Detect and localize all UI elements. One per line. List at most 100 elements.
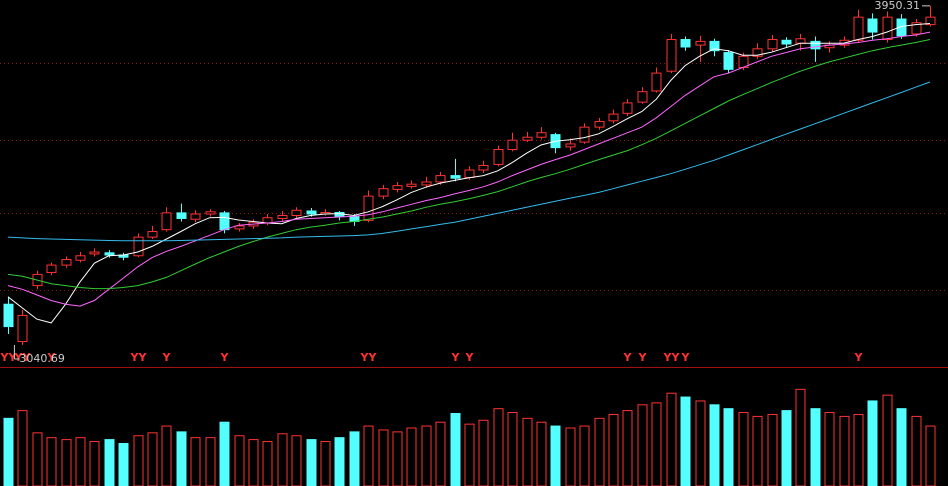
volume-bar bbox=[291, 435, 302, 486]
candle-body bbox=[565, 143, 576, 148]
high-label: 3950.31 bbox=[875, 0, 921, 12]
volume-bar bbox=[349, 431, 360, 486]
volume-bar bbox=[680, 396, 691, 486]
candle-body bbox=[522, 136, 533, 141]
volume-bar bbox=[435, 421, 446, 486]
candle-body bbox=[651, 72, 662, 92]
candle-body bbox=[853, 16, 864, 41]
candle-body bbox=[421, 181, 432, 186]
candle-body bbox=[896, 18, 907, 37]
candle-body bbox=[752, 48, 763, 57]
candle-body bbox=[378, 188, 389, 197]
volume-bar bbox=[522, 417, 533, 486]
candle-body bbox=[363, 195, 374, 221]
candle-body bbox=[161, 212, 172, 231]
volume-bar bbox=[392, 431, 403, 486]
candle-body bbox=[406, 183, 417, 187]
moving-average-line bbox=[7, 81, 931, 242]
candle-body bbox=[17, 314, 28, 343]
volume-bar bbox=[824, 412, 835, 486]
volume-bar bbox=[723, 408, 734, 486]
volume-bar bbox=[75, 437, 86, 486]
candle-body bbox=[435, 175, 446, 183]
volume-bar bbox=[17, 410, 28, 486]
volume-bar bbox=[190, 437, 201, 486]
volume-bar bbox=[406, 427, 417, 486]
candle-body bbox=[75, 255, 86, 261]
volume-bar bbox=[277, 433, 288, 486]
volume-bar bbox=[3, 417, 14, 486]
signal-label: Y bbox=[162, 351, 172, 364]
candle-body bbox=[709, 40, 720, 52]
volume-bar bbox=[637, 404, 648, 486]
signal-label: YY bbox=[0, 351, 17, 364]
volume-bar bbox=[911, 415, 922, 486]
volume-bar bbox=[118, 442, 129, 486]
signal-label: Y bbox=[220, 351, 230, 364]
volume-bar bbox=[781, 410, 792, 486]
candle-body bbox=[882, 16, 893, 41]
volume-bar bbox=[478, 419, 489, 486]
volume-bar bbox=[738, 412, 749, 486]
candle-body bbox=[781, 39, 792, 45]
candle-body bbox=[133, 236, 144, 257]
candle-body bbox=[277, 214, 288, 219]
volume-bar bbox=[262, 441, 273, 486]
candle-body bbox=[89, 251, 100, 255]
signal-label: Y bbox=[681, 351, 691, 364]
signal-label: Y bbox=[638, 351, 648, 364]
volume-bar bbox=[651, 402, 662, 486]
candle-body bbox=[608, 113, 619, 122]
volume-bar bbox=[536, 421, 547, 486]
candle-body bbox=[493, 149, 504, 165]
volume-bar bbox=[450, 413, 461, 486]
volume-bar bbox=[104, 439, 115, 486]
volume-bar bbox=[709, 404, 720, 486]
signal-label: Y bbox=[465, 351, 475, 364]
candle-body bbox=[723, 52, 734, 70]
candle-body bbox=[795, 38, 806, 44]
volume-bar bbox=[565, 427, 576, 486]
candle-body bbox=[594, 121, 605, 128]
volume-bar bbox=[378, 429, 389, 486]
volume-bar bbox=[363, 425, 374, 486]
volume-bar bbox=[839, 415, 850, 486]
candle-body bbox=[680, 39, 691, 48]
candle-body bbox=[450, 175, 461, 179]
candle-body bbox=[464, 169, 475, 178]
volume-bar bbox=[176, 431, 187, 486]
candle-body bbox=[622, 102, 633, 114]
volume-bar bbox=[622, 410, 633, 486]
volume-bar bbox=[205, 437, 216, 486]
volume-bar bbox=[493, 408, 504, 486]
volume-bar bbox=[219, 421, 230, 486]
candle-body bbox=[810, 40, 821, 50]
candle-body bbox=[911, 22, 922, 35]
volume-bar bbox=[795, 388, 806, 486]
volume-bar bbox=[579, 425, 590, 486]
candle-body bbox=[234, 225, 245, 230]
volume-bar bbox=[752, 415, 763, 486]
volume-bar bbox=[89, 441, 100, 486]
volume-bar bbox=[161, 425, 172, 486]
volume-bar bbox=[46, 437, 57, 486]
candle-body bbox=[291, 209, 302, 216]
candle-body bbox=[478, 165, 489, 171]
candle-body bbox=[46, 264, 57, 274]
candle-body bbox=[219, 212, 230, 231]
volume-bar bbox=[421, 425, 432, 486]
signal-label: Y bbox=[451, 351, 461, 364]
candle-body bbox=[3, 303, 14, 328]
volume-bar bbox=[507, 412, 518, 486]
volume-bar bbox=[464, 423, 475, 486]
candle-body bbox=[104, 252, 115, 256]
volume-bar bbox=[767, 413, 778, 486]
candle-body bbox=[925, 16, 936, 26]
candle-body bbox=[637, 91, 648, 103]
candle-body bbox=[392, 185, 403, 190]
volume-bar bbox=[61, 439, 72, 486]
signal-label: Y bbox=[854, 351, 864, 364]
volume-bar bbox=[594, 417, 605, 486]
volume-bar bbox=[925, 425, 936, 486]
